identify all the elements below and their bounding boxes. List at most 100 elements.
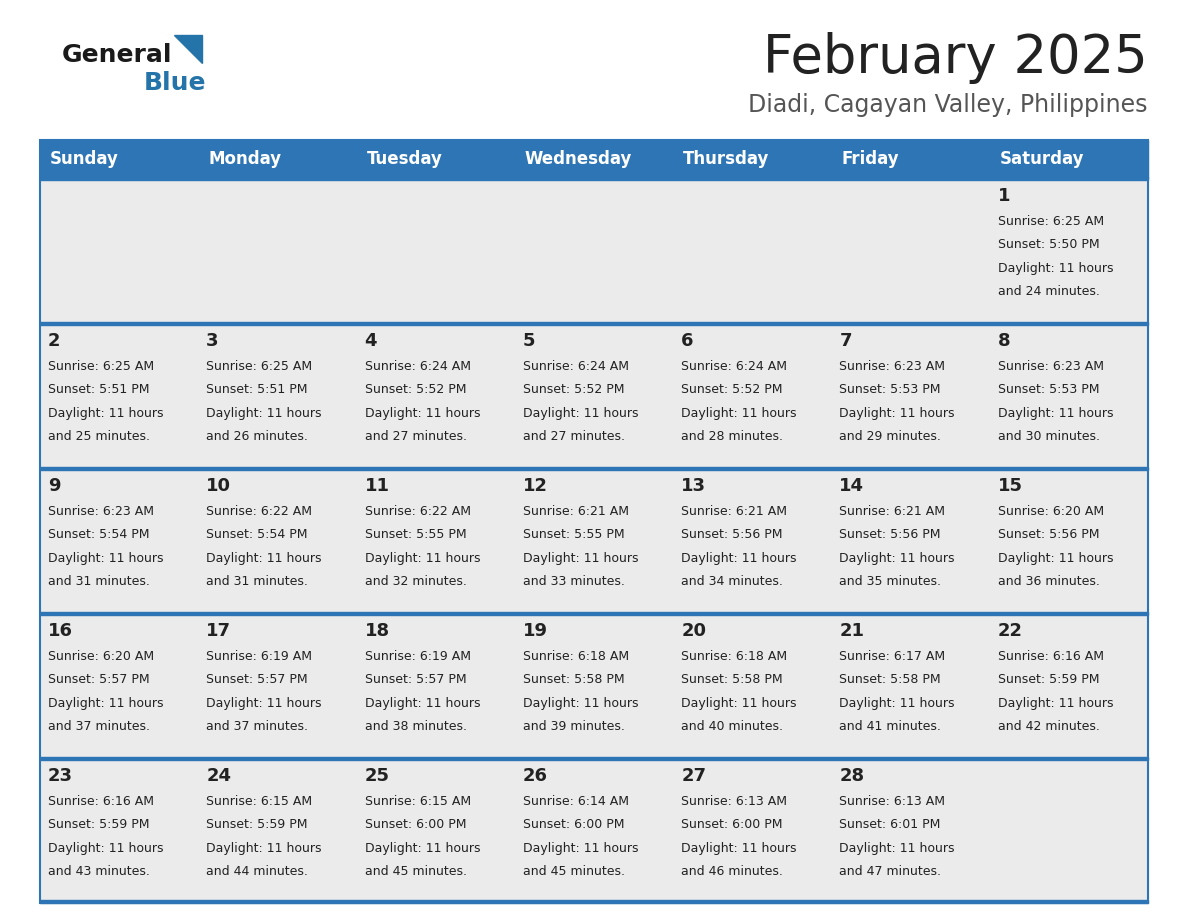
Text: Daylight: 11 hours: Daylight: 11 hours [365,697,480,710]
Text: and 37 minutes.: and 37 minutes. [48,720,150,733]
Text: Tuesday: Tuesday [367,150,442,168]
Text: Daylight: 11 hours: Daylight: 11 hours [523,407,638,420]
Text: and 43 minutes.: and 43 minutes. [48,865,150,878]
Bar [40,178,1148,323]
Bar [40,757,1148,760]
Text: 28: 28 [840,767,865,785]
Text: Saturday: Saturday [1000,150,1085,168]
Text: Sunrise: 6:16 AM: Sunrise: 6:16 AM [48,795,154,808]
Text: and 29 minutes.: and 29 minutes. [840,430,941,442]
Text: Daylight: 11 hours: Daylight: 11 hours [365,842,480,855]
Text: Sunrise: 6:25 AM: Sunrise: 6:25 AM [207,360,312,373]
Text: Blue: Blue [144,71,207,95]
Text: Sunset: 5:51 PM: Sunset: 5:51 PM [207,383,308,397]
Text: Sunrise: 6:23 AM: Sunrise: 6:23 AM [48,505,154,518]
Text: Sunset: 5:55 PM: Sunset: 5:55 PM [523,528,625,541]
Text: Daylight: 11 hours: Daylight: 11 hours [48,552,164,565]
Text: Sunset: 6:01 PM: Sunset: 6:01 PM [840,818,941,831]
Text: and 45 minutes.: and 45 minutes. [523,865,625,878]
Text: Sunset: 5:52 PM: Sunset: 5:52 PM [365,383,466,397]
Text: Sunrise: 6:13 AM: Sunrise: 6:13 AM [840,795,946,808]
Text: Daylight: 11 hours: Daylight: 11 hours [48,842,164,855]
Text: Sunrise: 6:17 AM: Sunrise: 6:17 AM [840,650,946,663]
Text: Sunrise: 6:20 AM: Sunrise: 6:20 AM [998,505,1104,518]
Bar [40,140,1148,903]
Text: and 37 minutes.: and 37 minutes. [207,720,308,733]
Text: and 40 minutes.: and 40 minutes. [681,720,783,733]
Text: 24: 24 [207,767,232,785]
Text: Daylight: 11 hours: Daylight: 11 hours [48,697,164,710]
Text: Sunrise: 6:21 AM: Sunrise: 6:21 AM [840,505,946,518]
Bar [40,467,1148,470]
Text: Diadi, Cagayan Valley, Philippines: Diadi, Cagayan Valley, Philippines [748,93,1148,117]
Text: Sunrise: 6:24 AM: Sunrise: 6:24 AM [523,360,628,373]
Text: Sunrise: 6:21 AM: Sunrise: 6:21 AM [681,505,788,518]
Text: Sunset: 5:56 PM: Sunset: 5:56 PM [998,528,1099,541]
Bar [40,468,1148,613]
Text: Sunset: 6:00 PM: Sunset: 6:00 PM [523,818,625,831]
Text: 14: 14 [840,476,865,495]
Text: 9: 9 [48,476,61,495]
Text: Daylight: 11 hours: Daylight: 11 hours [523,842,638,855]
Text: 17: 17 [207,621,232,640]
Text: and 36 minutes.: and 36 minutes. [998,575,1100,588]
Text: 20: 20 [681,621,706,640]
Text: Sunset: 5:56 PM: Sunset: 5:56 PM [681,528,783,541]
Text: Sunset: 5:58 PM: Sunset: 5:58 PM [523,673,625,686]
Text: Sunrise: 6:20 AM: Sunrise: 6:20 AM [48,650,154,663]
Text: and 38 minutes.: and 38 minutes. [365,720,467,733]
Text: Daylight: 11 hours: Daylight: 11 hours [681,552,797,565]
Text: Sunset: 5:52 PM: Sunset: 5:52 PM [681,383,783,397]
Text: Sunrise: 6:18 AM: Sunrise: 6:18 AM [523,650,628,663]
Text: Daylight: 11 hours: Daylight: 11 hours [523,697,638,710]
Bar [40,758,1148,903]
Text: Sunset: 5:51 PM: Sunset: 5:51 PM [48,383,150,397]
Text: Sunrise: 6:23 AM: Sunrise: 6:23 AM [840,360,946,373]
Text: Sunset: 5:50 PM: Sunset: 5:50 PM [998,238,1099,252]
Text: Sunrise: 6:16 AM: Sunrise: 6:16 AM [998,650,1104,663]
Text: Sunrise: 6:14 AM: Sunrise: 6:14 AM [523,795,628,808]
Bar [40,612,1148,615]
Text: Sunset: 5:54 PM: Sunset: 5:54 PM [48,528,150,541]
Text: Daylight: 11 hours: Daylight: 11 hours [998,552,1113,565]
Text: Friday: Friday [841,150,899,168]
Text: Daylight: 11 hours: Daylight: 11 hours [48,407,164,420]
Text: and 25 minutes.: and 25 minutes. [48,430,150,442]
Text: and 42 minutes.: and 42 minutes. [998,720,1100,733]
Text: Daylight: 11 hours: Daylight: 11 hours [207,552,322,565]
Text: and 26 minutes.: and 26 minutes. [207,430,308,442]
Text: Thursday: Thursday [683,150,770,168]
Text: Sunrise: 6:24 AM: Sunrise: 6:24 AM [365,360,470,373]
Text: Sunrise: 6:13 AM: Sunrise: 6:13 AM [681,795,788,808]
Text: Daylight: 11 hours: Daylight: 11 hours [840,407,955,420]
Text: and 34 minutes.: and 34 minutes. [681,575,783,588]
Text: and 44 minutes.: and 44 minutes. [207,865,308,878]
Text: 15: 15 [998,476,1023,495]
Text: 13: 13 [681,476,706,495]
Text: 11: 11 [365,476,390,495]
Text: Daylight: 11 hours: Daylight: 11 hours [840,552,955,565]
Text: 18: 18 [365,621,390,640]
Text: Wednesday: Wednesday [525,150,632,168]
Text: General: General [62,43,172,67]
Text: Daylight: 11 hours: Daylight: 11 hours [998,697,1113,710]
Text: Sunrise: 6:22 AM: Sunrise: 6:22 AM [207,505,312,518]
Text: Sunset: 5:59 PM: Sunset: 5:59 PM [207,818,308,831]
Text: Daylight: 11 hours: Daylight: 11 hours [207,842,322,855]
Text: Daylight: 11 hours: Daylight: 11 hours [365,552,480,565]
Text: 3: 3 [207,331,219,350]
Text: Sunrise: 6:25 AM: Sunrise: 6:25 AM [998,215,1104,228]
Bar [40,613,1148,758]
Text: and 31 minutes.: and 31 minutes. [48,575,150,588]
Text: 7: 7 [840,331,852,350]
Text: Sunset: 5:57 PM: Sunset: 5:57 PM [365,673,466,686]
Text: Sunrise: 6:15 AM: Sunrise: 6:15 AM [365,795,470,808]
Text: and 31 minutes.: and 31 minutes. [207,575,308,588]
Text: 2: 2 [48,331,61,350]
Text: Sunset: 5:58 PM: Sunset: 5:58 PM [681,673,783,686]
Text: and 41 minutes.: and 41 minutes. [840,720,941,733]
Text: 5: 5 [523,331,536,350]
Text: Daylight: 11 hours: Daylight: 11 hours [207,407,322,420]
Polygon shape [173,35,202,63]
Text: 6: 6 [681,331,694,350]
